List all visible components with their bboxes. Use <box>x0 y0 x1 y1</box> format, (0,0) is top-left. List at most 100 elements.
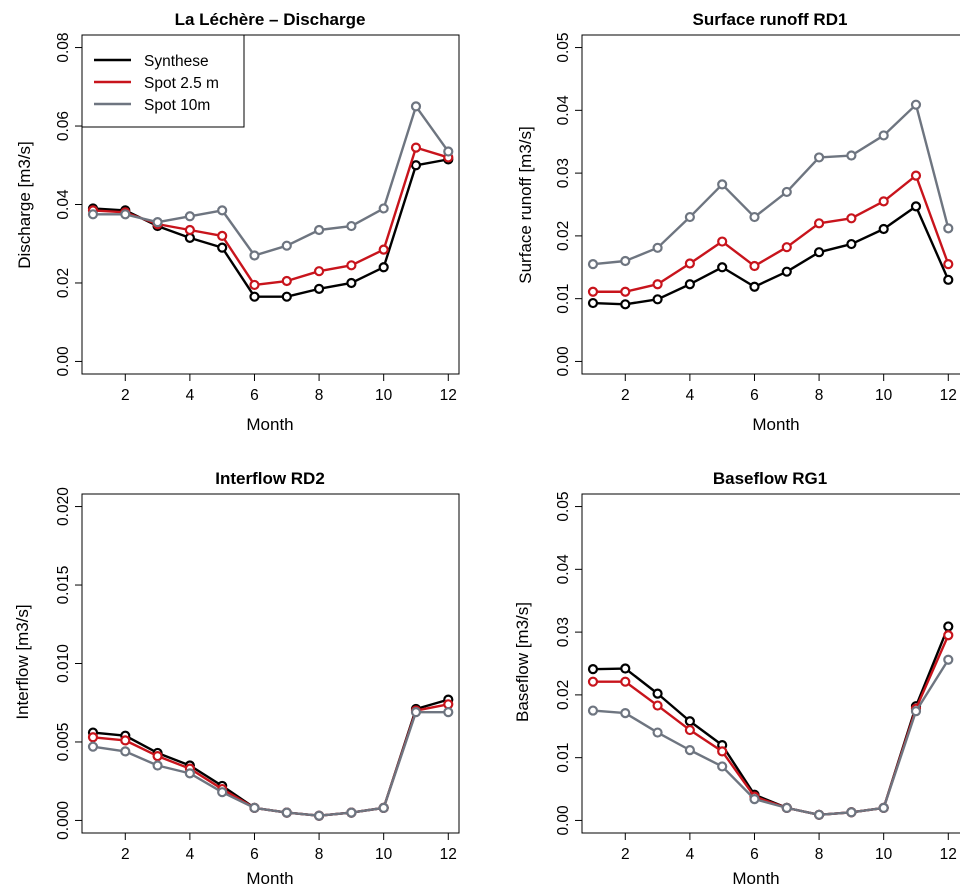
series-line-spot-2-5-m <box>592 174 950 293</box>
data-point-spot-2-5-m <box>620 676 631 687</box>
data-point-synthese <box>910 201 922 212</box>
data-point-spot-2-5-m <box>910 170 922 181</box>
data-point-spot-10m <box>684 211 695 223</box>
series-line-spot-2-5-m <box>92 146 449 287</box>
x-tick-label: 8 <box>315 387 324 404</box>
data-point-spot-2-5-m <box>152 750 163 762</box>
data-point-synthese <box>846 238 857 250</box>
y-tick-label: 0.03 <box>555 158 572 188</box>
data-point-spot-10m <box>217 787 228 798</box>
y-tick-label: 0.04 <box>55 189 72 220</box>
data-point-spot-2-5-m <box>781 242 792 253</box>
data-point-spot-2-5-m <box>87 732 99 743</box>
series-line-synthese <box>92 158 449 298</box>
legend-label-synthese: Synthese <box>144 53 209 70</box>
plot-frame <box>81 493 460 834</box>
data-point-spot-2-5-m <box>313 266 325 277</box>
data-point-synthese <box>346 277 357 289</box>
data-point-spot-2-5-m <box>943 630 954 641</box>
data-point-spot-10m <box>846 150 857 161</box>
data-point-spot-2-5-m <box>378 244 389 255</box>
data-point-spot-10m <box>313 810 325 821</box>
data-point-spot-2-5-m <box>813 218 825 229</box>
chart-title: Interflow RD2 <box>215 469 325 488</box>
data-point-synthese <box>652 294 663 305</box>
data-point-spot-10m <box>943 223 954 234</box>
x-tick-label: 2 <box>621 846 630 863</box>
data-point-spot-10m <box>346 807 357 818</box>
data-point-synthese <box>620 663 631 674</box>
y-tick-label: 0.03 <box>555 617 572 647</box>
y-tick-label: 0.02 <box>55 268 72 298</box>
data-point-spot-10m <box>652 727 663 738</box>
x-axis-label: Month <box>732 869 779 888</box>
y-axis-label: Discharge [m3/s] <box>15 141 34 269</box>
data-point-spot-2-5-m <box>410 142 422 153</box>
legend-label-spot-2-5m: Spot 2.5 m <box>144 75 219 92</box>
series-line-synthese <box>92 698 449 817</box>
x-tick-label: 8 <box>815 846 824 863</box>
x-tick-label: 10 <box>375 387 393 404</box>
y-tick-label: 0.05 <box>555 491 572 521</box>
data-point-synthese <box>652 688 663 699</box>
series-layer <box>587 99 954 310</box>
x-axis-label: Month <box>246 869 293 888</box>
x-tick-label: 2 <box>621 387 630 404</box>
data-point-spot-10m <box>152 217 163 228</box>
data-point-spot-2-5-m <box>652 700 663 711</box>
y-tick-label: 0.015 <box>55 566 72 605</box>
data-point-synthese <box>620 299 631 310</box>
data-point-spot-2-5-m <box>120 735 131 746</box>
data-point-spot-10m <box>587 259 599 270</box>
x-tick-label: 12 <box>440 387 457 404</box>
data-point-synthese <box>378 262 389 273</box>
data-point-spot-10m <box>813 809 825 820</box>
data-point-spot-2-5-m <box>346 260 357 271</box>
data-point-synthese <box>249 291 260 302</box>
x-tick-label: 10 <box>875 387 893 404</box>
y-tick-label: 0.04 <box>555 554 572 585</box>
y-tick-label: 0.08 <box>55 32 72 62</box>
data-point-spot-10m <box>717 179 728 190</box>
data-point-synthese <box>943 274 954 285</box>
data-point-spot-2-5-m <box>217 230 228 241</box>
x-tick-label: 8 <box>315 846 324 863</box>
data-point-spot-2-5-m <box>587 286 599 297</box>
legend-label-spot-10m: Spot 10m <box>144 97 210 114</box>
data-point-spot-2-5-m <box>184 224 195 236</box>
series-layer <box>587 621 954 820</box>
y-axis-label: Surface runoff [m3/s] <box>516 126 535 283</box>
data-point-spot-10m <box>846 807 857 818</box>
data-point-spot-10m <box>749 211 760 223</box>
data-point-synthese <box>281 291 292 302</box>
data-point-synthese <box>878 223 889 235</box>
plot-frame <box>581 493 960 834</box>
y-tick-label: 0.010 <box>55 644 72 683</box>
series-line-spot-10m <box>92 710 449 817</box>
x-axis-label: Month <box>752 415 799 434</box>
data-point-synthese <box>813 247 825 258</box>
data-point-spot-10m <box>378 203 389 214</box>
data-point-spot-2-5-m <box>249 279 260 291</box>
x-tick-label: 4 <box>186 846 195 863</box>
x-tick-label: 12 <box>940 387 957 404</box>
x-tick-label: 12 <box>440 846 457 863</box>
y-tick-label: 0.020 <box>55 487 72 526</box>
data-point-spot-2-5-m <box>846 213 857 224</box>
data-point-spot-10m <box>87 741 99 752</box>
data-point-synthese <box>943 621 954 632</box>
data-point-spot-10m <box>749 793 760 805</box>
axis-ticks: 2 4 6 8 10 12 0.00 0.01 0.02 0.03 0.04 0.05 <box>555 491 957 863</box>
x-tick-label: 6 <box>750 846 759 863</box>
axis-ticks: 2 4 6 8 10 12 0.00 0.01 0.02 0.03 0.04 0.05 <box>555 32 957 404</box>
y-tick-label: 0.01 <box>555 284 572 314</box>
y-tick-label: 0.00 <box>555 346 572 377</box>
chart-panel-discharge: La Léchère – Discharge Month Discharge [… <box>15 10 460 434</box>
y-tick-label: 0.05 <box>555 32 572 62</box>
series-layer <box>87 694 454 821</box>
y-tick-label: 0.00 <box>55 346 72 377</box>
data-point-spot-10m <box>313 224 325 236</box>
data-point-spot-10m <box>717 761 728 772</box>
y-axis-label: Baseflow [m3/s] <box>513 602 532 722</box>
